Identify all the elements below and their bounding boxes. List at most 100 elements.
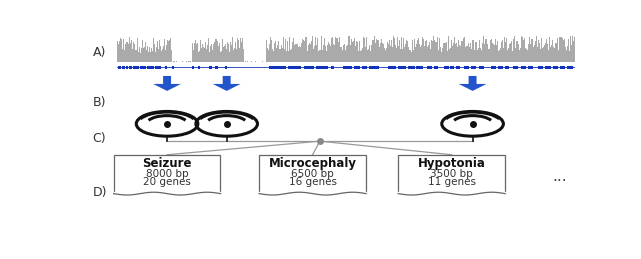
Bar [153,38,154,62]
Bar [545,39,547,62]
Bar [137,38,138,62]
Bar [118,44,119,62]
Bar [397,37,398,62]
Bar [530,44,531,62]
Bar [362,48,363,62]
Bar [359,41,360,62]
Bar [225,44,226,62]
Bar [140,53,141,62]
Bar [484,44,485,62]
Bar [268,50,269,62]
Bar [320,50,321,62]
Bar [406,40,407,62]
Bar [238,48,240,62]
Bar [288,51,289,62]
Bar [463,38,464,62]
Bar [151,48,152,62]
Bar [434,40,435,62]
Bar [297,45,298,62]
Bar [499,50,500,62]
Bar [156,47,157,62]
Bar [387,42,388,62]
Bar [533,47,534,62]
Bar [312,36,313,62]
Bar [469,47,470,62]
Bar [400,49,401,62]
Bar [144,47,146,62]
Bar [194,43,195,62]
Bar [165,50,167,62]
Bar [521,36,522,62]
Bar [124,50,125,62]
Bar [509,44,510,62]
Bar [208,38,210,62]
Bar [328,50,329,62]
Bar [193,50,194,62]
Bar [215,39,216,62]
Bar [561,37,562,62]
Bar [456,47,458,62]
Bar [482,44,483,62]
Bar [435,42,436,62]
Text: D): D) [92,186,107,199]
Bar [122,49,123,62]
Bar [317,38,319,62]
Bar [368,49,369,62]
Bar [408,47,409,62]
Bar [469,42,470,62]
Bar [234,48,235,62]
Bar [462,41,463,62]
Bar [222,39,223,62]
Bar [139,47,140,62]
Bar [363,37,364,62]
Bar [570,36,571,62]
Bar [192,42,193,62]
Bar [360,51,361,62]
Bar [340,47,342,62]
Bar [503,48,504,62]
Bar [323,45,324,62]
Bar [272,51,274,62]
Text: 8000 bp: 8000 bp [146,169,188,179]
Bar [210,46,212,62]
Bar [227,42,228,62]
Bar [131,49,133,62]
Bar [374,36,375,62]
Bar [245,61,246,62]
Bar [285,39,287,62]
Bar [572,36,573,62]
Bar [121,50,122,62]
Bar [451,40,452,62]
Bar [315,45,317,62]
Bar [379,43,381,62]
Bar [327,45,328,62]
Bar [341,47,342,62]
Bar [283,49,285,62]
Bar [369,45,370,62]
Bar [373,40,374,62]
Bar [360,48,362,62]
Bar [501,45,503,62]
Bar [488,49,490,62]
Bar [120,38,121,62]
Bar [117,41,118,62]
Bar [338,43,340,62]
Bar [141,48,142,62]
Bar [240,42,242,62]
Bar [142,49,144,62]
Bar [519,50,520,62]
Bar [409,51,410,62]
Bar [413,39,415,62]
Bar [306,37,308,62]
Bar [490,39,492,62]
Bar [298,47,299,62]
Polygon shape [213,76,240,91]
Bar [496,45,497,62]
Bar [473,40,474,62]
Bar [205,42,206,62]
Bar [347,45,348,62]
Text: Seizure: Seizure [142,157,192,170]
Bar [291,49,292,62]
Bar [526,49,528,62]
FancyBboxPatch shape [113,155,221,194]
